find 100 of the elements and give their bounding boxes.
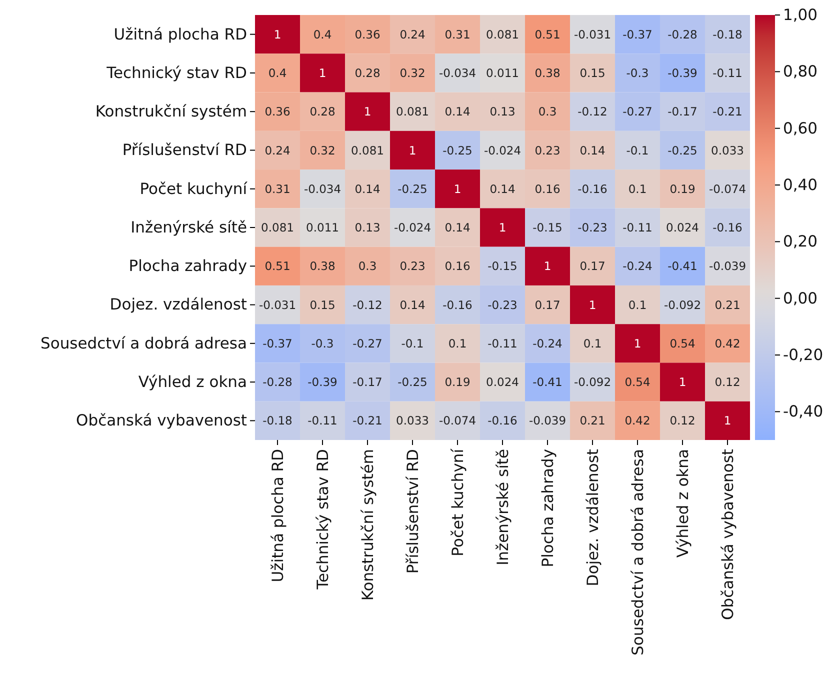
data-label: 0.28 [354, 66, 380, 80]
data-label: -0.034 [304, 182, 342, 196]
x-tick-label: Sousedctví a dobrá adresa [628, 449, 647, 656]
data-label: -0.1 [401, 336, 424, 350]
color-bar-label: 0,80 [783, 62, 818, 81]
data-label: 0.23 [400, 259, 426, 274]
data-label: 0.011 [486, 66, 519, 80]
data-label: -0.1 [626, 143, 649, 158]
data-label: -0.37 [262, 336, 292, 350]
data-label: 0.1 [583, 336, 602, 350]
data-label: -0.21 [352, 414, 382, 428]
data-label: 0.21 [714, 298, 740, 312]
data-label: 0.36 [354, 27, 380, 42]
data-label: -0.16 [578, 182, 608, 196]
data-label: -0.074 [708, 182, 746, 196]
data-label: 1 [634, 336, 642, 350]
data-label: -0.39 [308, 375, 338, 390]
data-label: -0.15 [488, 259, 518, 274]
color-bar-label: -0,40 [783, 402, 824, 421]
data-label: 0.15 [580, 66, 606, 80]
y-tick-label: Plocha zahrady [128, 257, 247, 276]
data-label: 0.1 [448, 336, 467, 350]
y-tick-label: Sousedctví a dobrá adresa [40, 334, 247, 352]
y-tick-label: Technický stav RD [106, 64, 248, 82]
x-tick-label: Příslušenství RD [404, 448, 422, 574]
data-label: 0.14 [354, 182, 380, 196]
data-label: -0.24 [622, 259, 652, 274]
data-label: 0.32 [310, 143, 336, 158]
data-label: -0.17 [352, 375, 382, 390]
y-tick-label: Dojez. vzdálenost [110, 296, 247, 314]
data-label: -0.28 [668, 27, 698, 42]
data-label: 0.16 [444, 259, 470, 274]
data-label: -0.39 [668, 66, 698, 80]
data-label: -0.092 [664, 298, 702, 312]
data-label: -0.27 [352, 336, 382, 350]
data-label: 1 [454, 182, 462, 196]
data-label: 0.12 [714, 375, 740, 390]
data-label: -0.25 [398, 375, 428, 390]
data-label: -0.15 [532, 220, 562, 235]
data-label: 1 [588, 298, 596, 312]
data-label: 0.12 [670, 414, 696, 428]
x-tick-label: Počet kuchyní [448, 448, 467, 556]
color-bar-label: 0,40 [783, 176, 818, 194]
color-bar-label: 0,20 [783, 232, 818, 251]
data-label: 0.54 [624, 375, 650, 390]
data-label: 0.033 [396, 414, 429, 428]
data-label: 0.19 [670, 182, 696, 196]
data-label: -0.11 [488, 336, 518, 350]
data-label: -0.25 [442, 143, 472, 158]
y-tick-label: Výhled z okna [138, 373, 247, 392]
data-label: -0.18 [262, 414, 292, 428]
data-label: 0.1 [628, 298, 647, 312]
data-label: -0.17 [668, 104, 698, 119]
data-label: 0.4 [268, 66, 287, 80]
y-tick-label: Počet kuchyní [140, 180, 248, 198]
data-label: 0.14 [444, 220, 470, 235]
data-label: -0.024 [394, 220, 432, 235]
data-label: 0.081 [396, 104, 429, 119]
data-label: 0.033 [711, 143, 744, 158]
data-label: 1 [364, 104, 372, 119]
data-label: -0.11 [712, 66, 742, 80]
data-label: -0.16 [712, 220, 742, 235]
y-tick-label: Inženýrské sítě [130, 218, 247, 236]
data-label: 0.42 [714, 336, 740, 350]
data-label: 1 [408, 143, 416, 158]
data-label: 0.13 [490, 104, 516, 119]
data-label: 0.32 [400, 66, 426, 80]
data-label: 1 [318, 66, 326, 80]
data-label: -0.039 [528, 414, 566, 428]
data-label: -0.3 [311, 336, 334, 350]
data-label: 0.14 [444, 104, 470, 119]
data-label: 0.21 [580, 414, 606, 428]
x-tick-label: Inženýrské sítě [494, 449, 512, 566]
data-label: 0.4 [313, 27, 332, 42]
data-label: -0.11 [622, 220, 652, 235]
data-label: -0.28 [262, 375, 292, 390]
data-label: -0.074 [438, 414, 476, 428]
data-label: -0.024 [484, 143, 522, 158]
data-label: -0.031 [258, 298, 296, 312]
data-label: 1 [678, 375, 686, 390]
data-label: 0.14 [400, 298, 426, 312]
data-label: -0.11 [308, 414, 338, 428]
data-label: -0.37 [622, 27, 652, 42]
data-label: 0.17 [534, 298, 560, 312]
data-label: -0.27 [622, 104, 652, 119]
y-tick-label: Užitná plocha RD [114, 25, 248, 44]
y-tick-label: Konstrukční systém [95, 102, 247, 121]
data-label: 0.14 [490, 182, 516, 196]
data-label: 0.54 [670, 336, 696, 350]
data-label: 1 [724, 414, 732, 428]
data-label: 0.38 [310, 259, 336, 274]
data-label: 0.17 [580, 259, 606, 274]
data-label: -0.034 [438, 66, 476, 80]
data-label: -0.21 [712, 104, 742, 119]
data-label: -0.23 [488, 298, 518, 312]
data-label: -0.039 [708, 259, 746, 274]
data-label: 0.36 [264, 104, 290, 119]
data-label: -0.16 [442, 298, 472, 312]
data-label: 0.024 [486, 375, 519, 390]
data-label: -0.23 [578, 220, 608, 235]
